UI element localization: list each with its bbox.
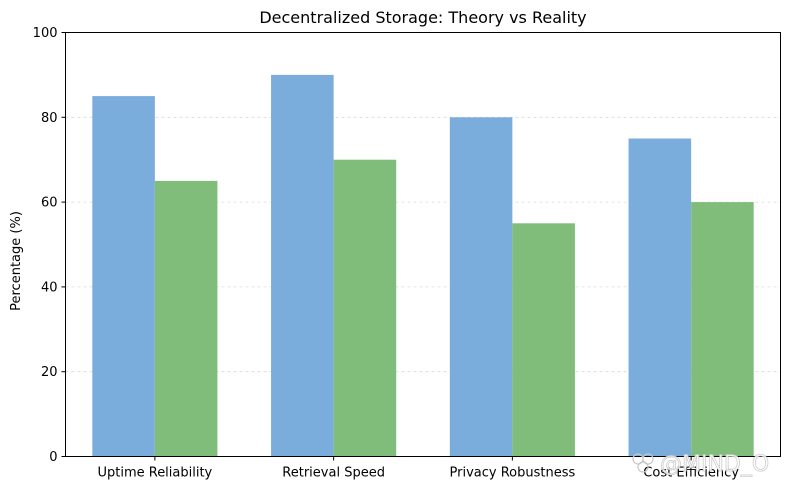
x-axis-ticks: Uptime Reliability Retrieval Speed Privacy… bbox=[97, 456, 739, 481]
y-tick-label: 40 bbox=[41, 280, 58, 295]
x-tick-label: Cost Efficiency bbox=[643, 466, 739, 481]
y-tick-label: 20 bbox=[41, 365, 58, 380]
bar-series-2 bbox=[154, 180, 218, 457]
plot-area-frame bbox=[65, 32, 781, 457]
bar-series-1 bbox=[449, 117, 513, 457]
y-tick-label: 80 bbox=[41, 111, 58, 126]
bars bbox=[92, 74, 754, 457]
clover-logo-icon bbox=[632, 453, 654, 473]
bar-series-2 bbox=[512, 223, 575, 457]
chart-title: Decentralized Storage: Theory vs Reality bbox=[259, 8, 586, 27]
bar-series-1 bbox=[92, 96, 155, 457]
y-tick-label: 0 bbox=[49, 450, 57, 465]
bar-series-1 bbox=[628, 138, 692, 457]
watermark-text: @MIND_O bbox=[660, 452, 769, 477]
bar-series-2 bbox=[691, 202, 754, 457]
y-tick-label: 60 bbox=[41, 196, 58, 211]
bar-series-2 bbox=[333, 159, 397, 457]
watermark: @MIND_O bbox=[632, 452, 770, 477]
x-tick-label: Privacy Robustness bbox=[450, 466, 576, 481]
y-tick-label: 100 bbox=[33, 26, 58, 41]
x-tick-label: Uptime Reliability bbox=[97, 466, 212, 481]
y-axis-label: Percentage (%) bbox=[9, 211, 24, 311]
bar-series-1 bbox=[271, 74, 334, 457]
x-tick-label: Retrieval Speed bbox=[282, 466, 385, 481]
y-axis-ticks: 0 20 40 60 80 100 bbox=[33, 26, 66, 465]
